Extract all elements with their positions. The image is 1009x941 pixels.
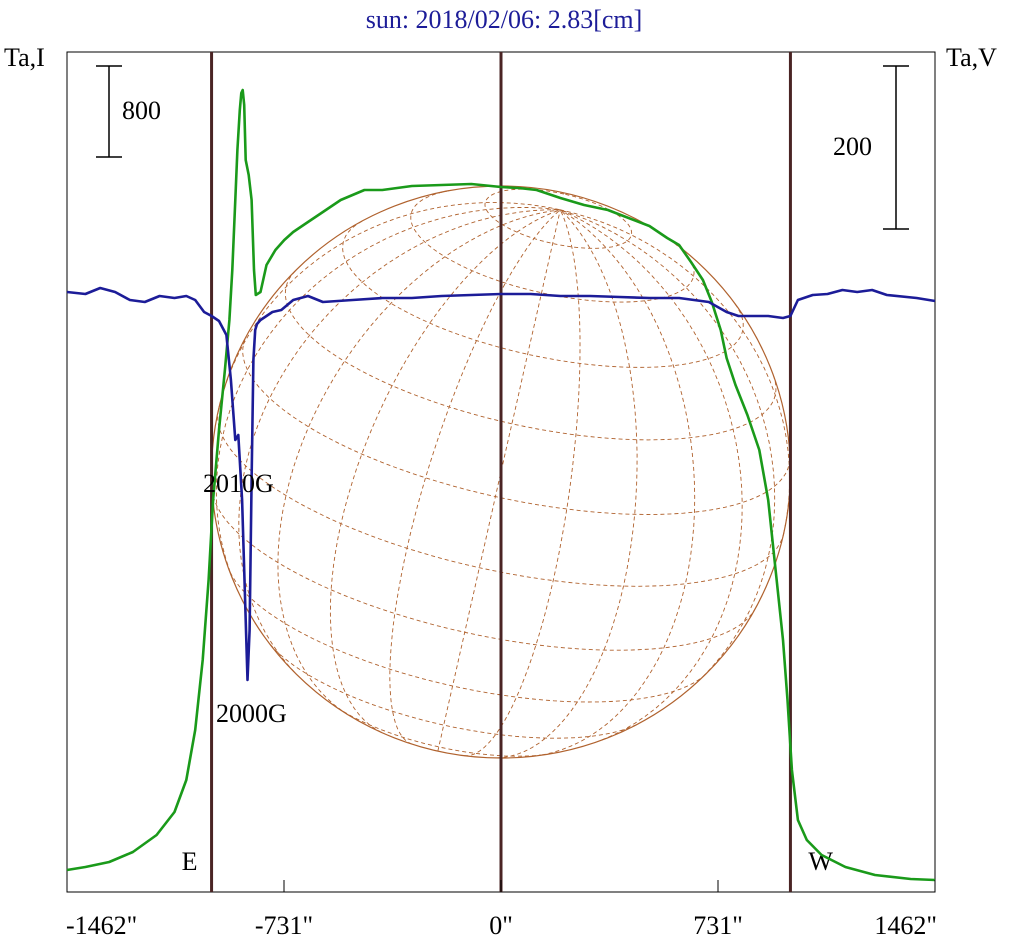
x-tick-label: -1462" — [66, 911, 137, 940]
x-tick-label: -731" — [255, 911, 313, 940]
meridian-line — [277, 209, 561, 712]
meridian-line — [238, 209, 561, 673]
meridian-line — [464, 209, 581, 757]
parallel-line — [270, 644, 636, 739]
parallel-line — [342, 220, 744, 368]
parallel-line — [242, 338, 791, 515]
meridian-line — [329, 209, 561, 733]
parallel-line — [337, 707, 548, 757]
parallel-line — [410, 190, 695, 303]
scale-bar-left-label: 800 — [122, 96, 161, 125]
meridian-line — [437, 209, 561, 752]
scale-bar-left: 800 — [96, 65, 161, 158]
x-tick-label: 731" — [693, 911, 743, 940]
annotation-2000g: 2000G — [216, 699, 287, 728]
x-tick-label: 0" — [489, 911, 513, 940]
series-line-I — [66, 88, 936, 882]
x-axis-ticks: -1462" -731" 0" 731" 1462" — [66, 880, 937, 940]
chart-title: sun: 2018/02/06: 2.83[cm] — [366, 5, 643, 34]
parallel-line — [211, 489, 756, 651]
meridian-line — [560, 209, 743, 741]
scale-bar-right-label: 200 — [833, 132, 872, 161]
left-axis-label: Ta,I — [4, 43, 45, 72]
parallel-line — [229, 572, 704, 703]
x-tick-label: 1462" — [874, 911, 937, 940]
parallel-line — [484, 188, 633, 249]
meridian-line — [389, 209, 561, 745]
meridian-line — [215, 207, 561, 586]
limb-marker-label: E — [182, 847, 198, 876]
parallel-line — [217, 409, 784, 587]
meridian-line — [560, 209, 776, 687]
meridian-line — [218, 202, 561, 410]
limb-marker-label: W — [808, 847, 833, 876]
meridian-line — [541, 209, 696, 756]
meridian-line — [496, 209, 638, 759]
data-series — [66, 88, 936, 882]
scale-bar-right: 200 — [833, 65, 909, 230]
right-axis-label: Ta,V — [946, 43, 997, 72]
series-line-V — [66, 286, 936, 682]
annotation-2010g: 2010G — [203, 469, 274, 498]
